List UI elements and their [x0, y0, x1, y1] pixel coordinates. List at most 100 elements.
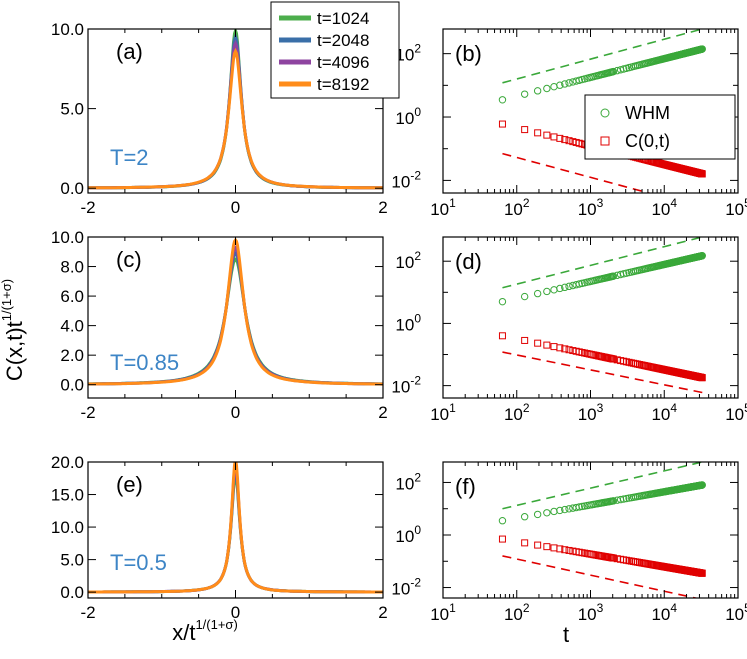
point-c0: [534, 129, 542, 137]
x-tick-label: -2: [80, 403, 95, 422]
point-c0: [543, 131, 551, 139]
x-tick-label: 103: [578, 401, 604, 424]
panel-label: (a): [116, 39, 143, 64]
point-c0: [565, 546, 573, 554]
y-tick-exponent: 0: [414, 311, 421, 325]
point-c0: [556, 545, 564, 553]
point-whm: [543, 287, 551, 296]
point-whm: [498, 297, 507, 306]
legend-left: t=1024 t=2048 t=4096 t=8192: [270, 1, 400, 99]
y-tick-label: 2.0: [60, 346, 84, 365]
point-c0: [550, 133, 558, 141]
point-c0: [556, 134, 564, 142]
y-tick-label: 0.0: [60, 583, 84, 602]
point-whm: [556, 81, 564, 89]
x-tick-label: 105: [725, 401, 747, 424]
point-c0: [498, 535, 506, 543]
x-tick-exponent: 2: [523, 196, 530, 210]
point-c0: [609, 554, 617, 562]
y-tick-label: 8.0: [60, 258, 84, 277]
x-tick-exponent: 5: [744, 401, 747, 415]
point-c0: [543, 543, 551, 551]
point-whm: [561, 283, 569, 292]
y-tick-label: 5.0: [60, 100, 84, 119]
legend-label-whm: WHM: [625, 103, 670, 123]
point-whm: [543, 509, 551, 517]
x-tick-exponent: 5: [744, 601, 747, 615]
y-tick-label: 10.0: [51, 518, 84, 537]
point-whm: [556, 506, 564, 515]
legend-label-t-8192: t=8192: [317, 75, 369, 94]
y-axis-label: C(x,t)t1/(1+σ): [0, 279, 27, 381]
point-c0: [534, 541, 542, 549]
x-tick-label: 0: [231, 198, 240, 217]
series-C(0,t): [498, 535, 706, 577]
point-c0: [521, 539, 529, 547]
point-whm: [561, 80, 569, 88]
y-tick-label: 15.0: [51, 486, 84, 505]
temperature-label: T=0.5: [110, 550, 167, 575]
curve-t-8192: [88, 47, 383, 190]
series-WHM: [498, 252, 706, 306]
marks: [498, 237, 706, 394]
series-WHM: [498, 45, 706, 104]
y-tick-exponent: -2: [410, 374, 421, 388]
point-c0: [521, 336, 529, 344]
point-whm: [520, 292, 529, 301]
x-tick-label: 2: [378, 603, 387, 622]
legend-right-box: [584, 94, 736, 160]
x-tick-label: 102: [504, 401, 530, 424]
point-c0: [609, 355, 617, 363]
point-whm: [698, 481, 706, 489]
y-tick-exponent: 0: [414, 105, 421, 119]
point-c0: [534, 339, 542, 347]
point-whm: [609, 497, 618, 505]
y-tick-label: 10.0: [51, 228, 84, 247]
y-tick-label: 10.0: [51, 20, 84, 39]
point-c0: [498, 120, 506, 128]
x-tick-exponent: 3: [597, 601, 604, 615]
point-whm: [498, 516, 507, 525]
legend-marker-c0: [600, 136, 610, 146]
x-axis-label-right: t: [563, 622, 569, 647]
y-tick-exponent: 2: [414, 42, 421, 56]
x-tick-label: 102: [504, 601, 530, 624]
y-tick-label: 0.0: [60, 376, 84, 395]
x-tick-label: -2: [80, 198, 95, 217]
panel-a: -2 0 2 0.0 5.0 10.0 (a) T=2: [51, 20, 388, 217]
y-tick-exponent: 2: [414, 470, 421, 484]
point-c0: [698, 374, 706, 382]
guide-slope-up: [502, 462, 703, 510]
panel-label: (d): [455, 249, 482, 274]
guide-slope-down: [502, 555, 700, 598]
point-whm: [565, 505, 573, 513]
y-tick-label: 100: [395, 311, 421, 334]
x-tick-label: 104: [651, 601, 677, 624]
x-tick-label: 0: [231, 603, 240, 622]
point-c0: [565, 346, 573, 354]
y-tick-label: 10-2: [391, 576, 421, 599]
x-tick-exponent: 5: [744, 196, 747, 210]
point-c0: [698, 170, 706, 178]
x-tick-exponent: 2: [523, 601, 530, 615]
x-tick-label: 101: [430, 601, 456, 624]
panel-c: -2 0 2 0.0 2.0 4.0 6.0 8.0 10.0 (c) T=0.85: [51, 228, 388, 422]
panel-label: (b): [455, 41, 482, 66]
guide-slope-up: [502, 29, 703, 84]
series-WHM: [498, 481, 706, 525]
guide-slope-down: [502, 351, 703, 394]
y-tick-label: 100: [395, 105, 421, 128]
y-tick-label: 6.0: [60, 287, 84, 306]
panel-label: (c): [116, 247, 142, 272]
point-whm: [575, 76, 583, 84]
y-tick-label: 100: [395, 523, 421, 546]
point-c0: [698, 569, 706, 577]
point-c0: [521, 126, 529, 134]
x-tick-label: 101: [430, 196, 456, 219]
legend-label-c0: C(0,t): [625, 131, 670, 151]
x-axis-label-left-main: x/t: [172, 620, 195, 645]
x-tick-label: 105: [725, 601, 747, 624]
point-whm: [498, 96, 507, 104]
